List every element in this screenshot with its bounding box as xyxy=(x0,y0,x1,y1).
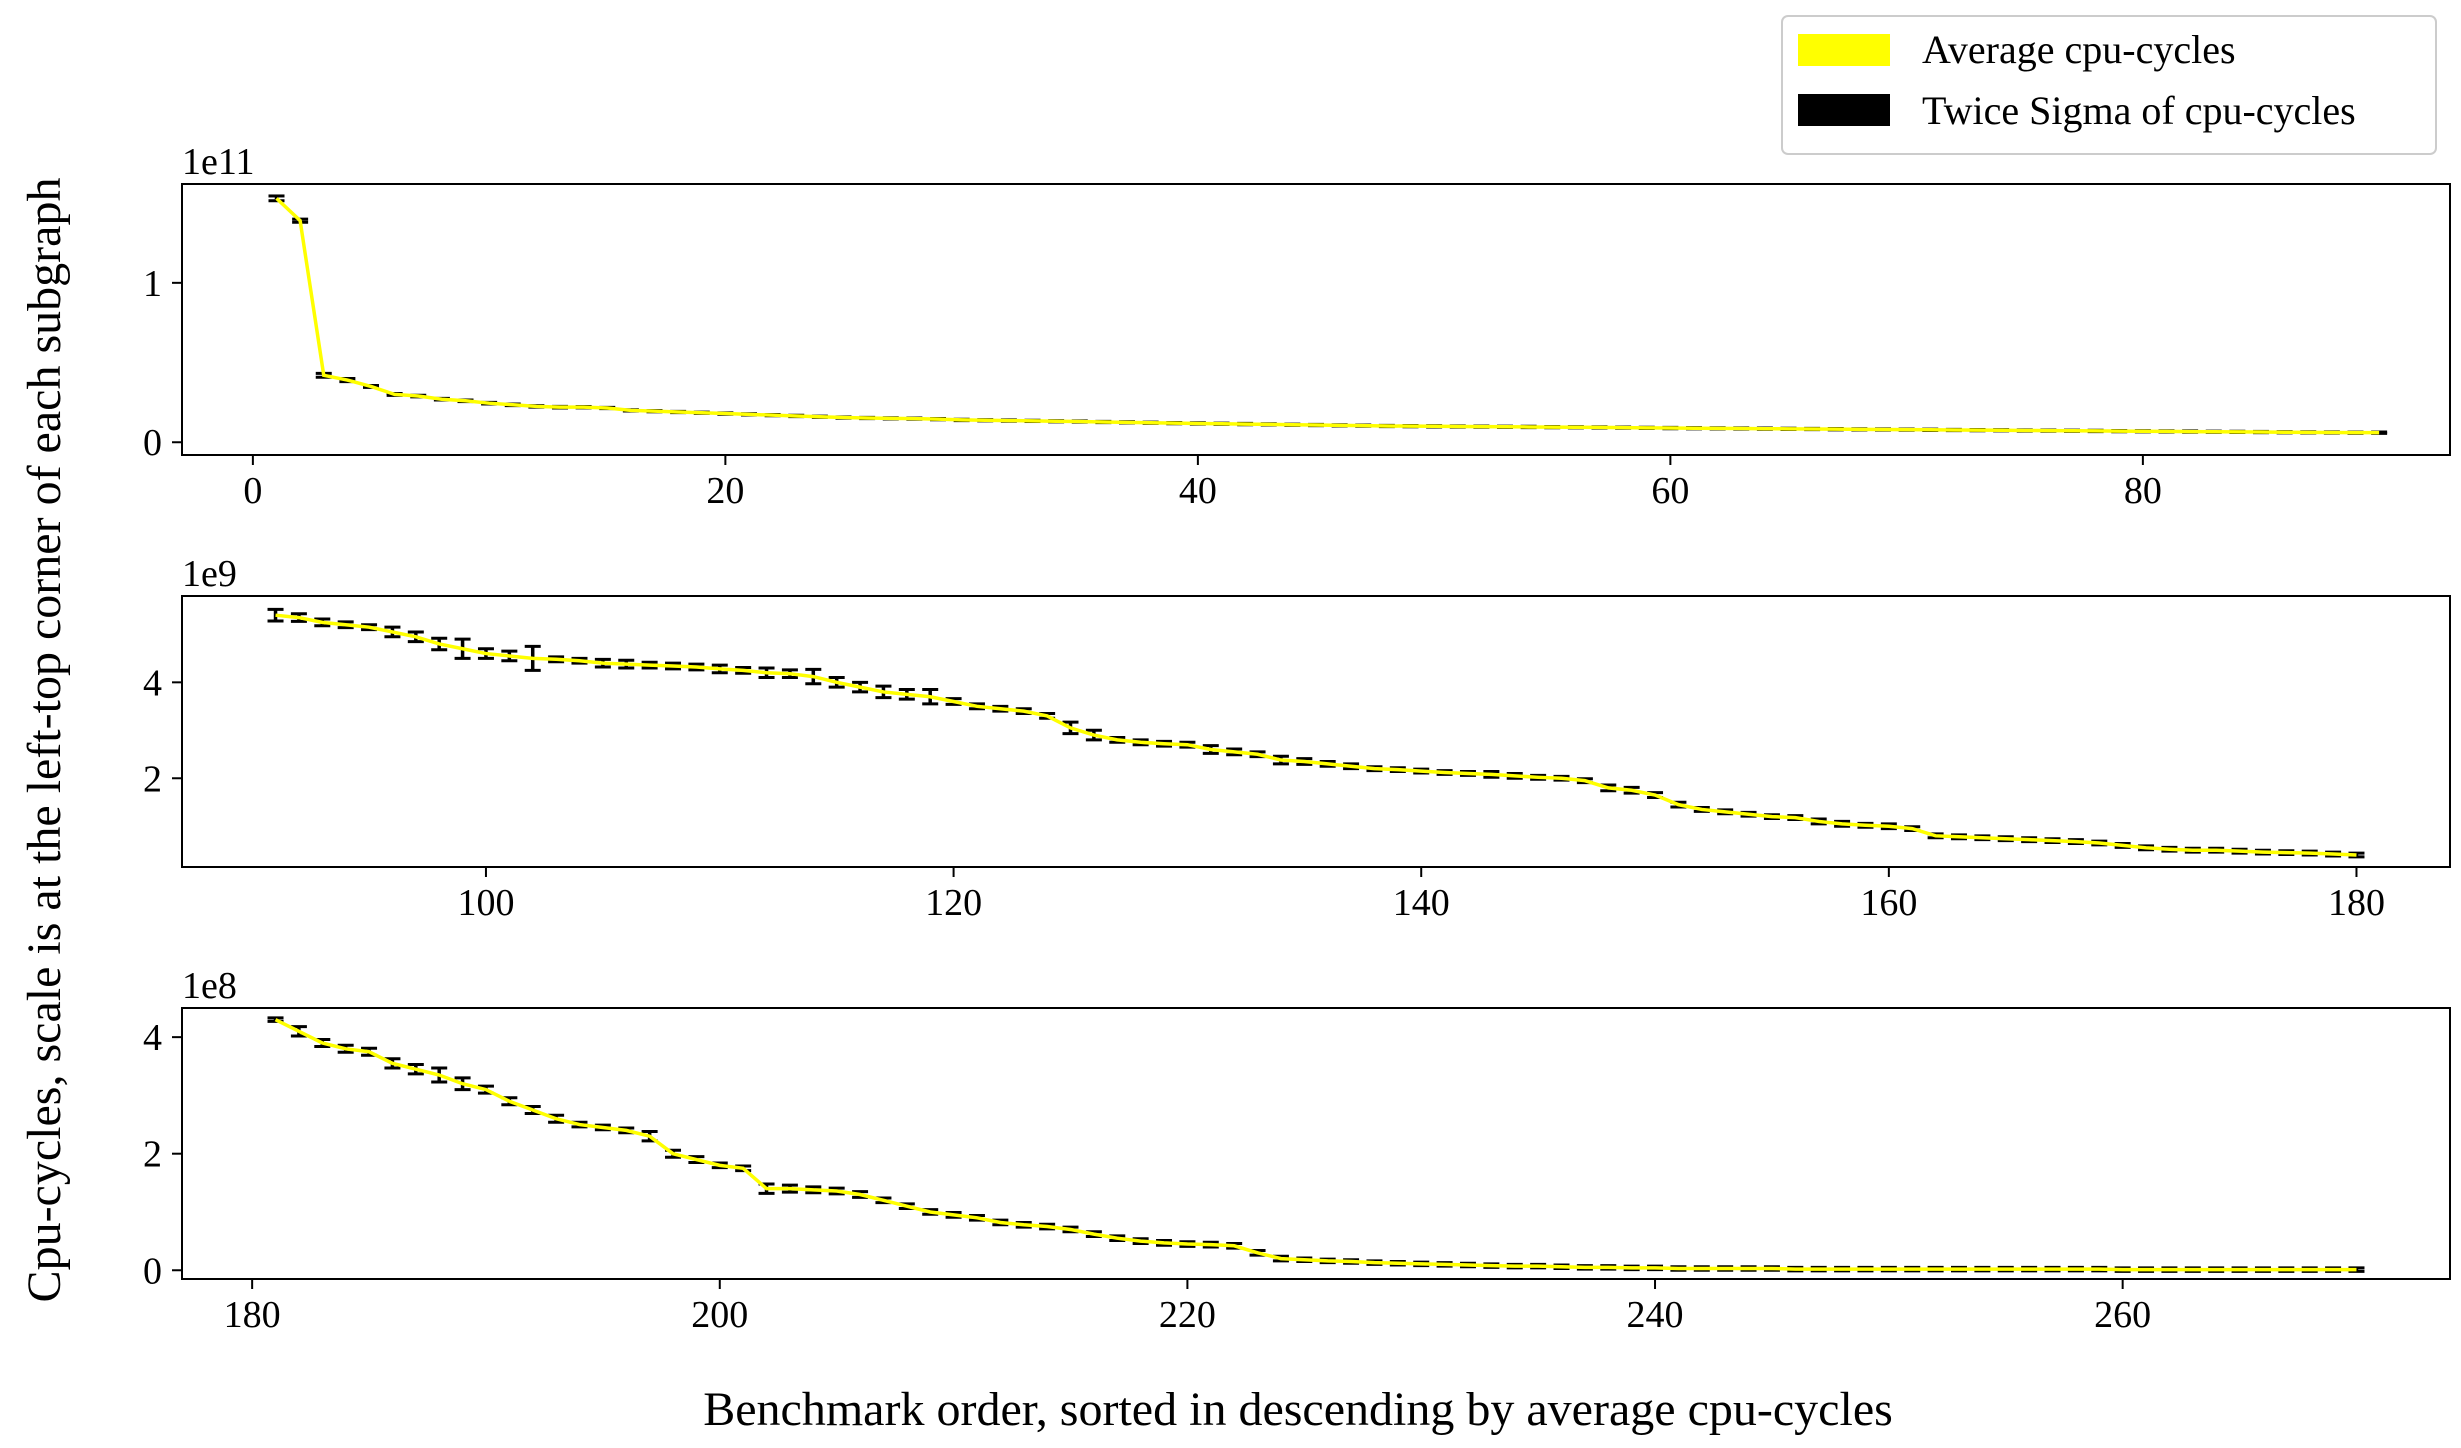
x-tick-label: 220 xyxy=(1159,1294,1216,1336)
average-line xyxy=(275,197,2380,435)
x-tick-label: 180 xyxy=(2328,882,2385,924)
x-tick-label: 0 xyxy=(243,470,262,512)
y-tick-label: 2 xyxy=(143,758,162,800)
plot-area xyxy=(267,1016,2365,1273)
legend: Average cpu-cycles Twice Sigma of cpu-cy… xyxy=(1781,15,2437,155)
axes-frame xyxy=(181,595,2451,868)
axes-frame xyxy=(181,1007,2451,1280)
x-tick-label: 140 xyxy=(1393,882,1450,924)
y-tick-label: 4 xyxy=(143,1017,162,1059)
legend-swatch-mean xyxy=(1798,34,1890,66)
y-axis-label: Cpu-cycles, scale is at the left-top cor… xyxy=(18,178,71,1303)
axes-frame xyxy=(181,183,2451,456)
plot-area xyxy=(267,607,2365,859)
average-line xyxy=(274,1018,2357,1272)
x-tick-label: 40 xyxy=(1179,470,1217,512)
x-axis-label: Benchmark order, sorted in descending by… xyxy=(703,1383,1893,1436)
x-tick-label: 60 xyxy=(1651,470,1689,512)
scale-label: 1e8 xyxy=(182,965,237,1007)
x-tick-label: 20 xyxy=(706,470,744,512)
scale-label: 1e9 xyxy=(182,553,237,595)
legend-label-sigma: Twice Sigma of cpu-cycles xyxy=(1922,88,2356,133)
legend-swatch-sigma xyxy=(1798,94,1890,126)
legend-label-mean: Average cpu-cycles xyxy=(1922,27,2236,72)
x-tick-label: 80 xyxy=(2124,470,2162,512)
y-tick-label: 0 xyxy=(143,422,162,464)
y-tick-label: 0 xyxy=(143,1250,162,1292)
x-tick-label: 100 xyxy=(457,882,514,924)
average-line xyxy=(275,613,2357,857)
x-tick-label: 120 xyxy=(925,882,982,924)
x-tick-label: 160 xyxy=(1860,882,1917,924)
legend-frame xyxy=(1781,15,2437,155)
x-tick-label: 200 xyxy=(691,1294,748,1336)
y-tick-label: 2 xyxy=(143,1134,162,1176)
subplot-2: 100 120 140 160 180 2 4 1e9 xyxy=(143,553,2451,924)
x-tick-label: 240 xyxy=(1627,1294,1684,1336)
y-tick-label: 4 xyxy=(143,662,162,704)
x-tick-label: 180 xyxy=(224,1294,281,1336)
subplot-1: 0 20 40 60 80 0 1 1e11 xyxy=(143,141,2451,512)
scale-label: 1e11 xyxy=(182,141,254,183)
plot-area xyxy=(268,194,2388,435)
y-tick-label: 1 xyxy=(143,263,162,305)
x-tick-label: 260 xyxy=(2094,1294,2151,1336)
error-bar xyxy=(267,607,284,623)
subplot-3: 180 200 220 240 260 0 2 4 1e8 xyxy=(143,965,2451,1336)
